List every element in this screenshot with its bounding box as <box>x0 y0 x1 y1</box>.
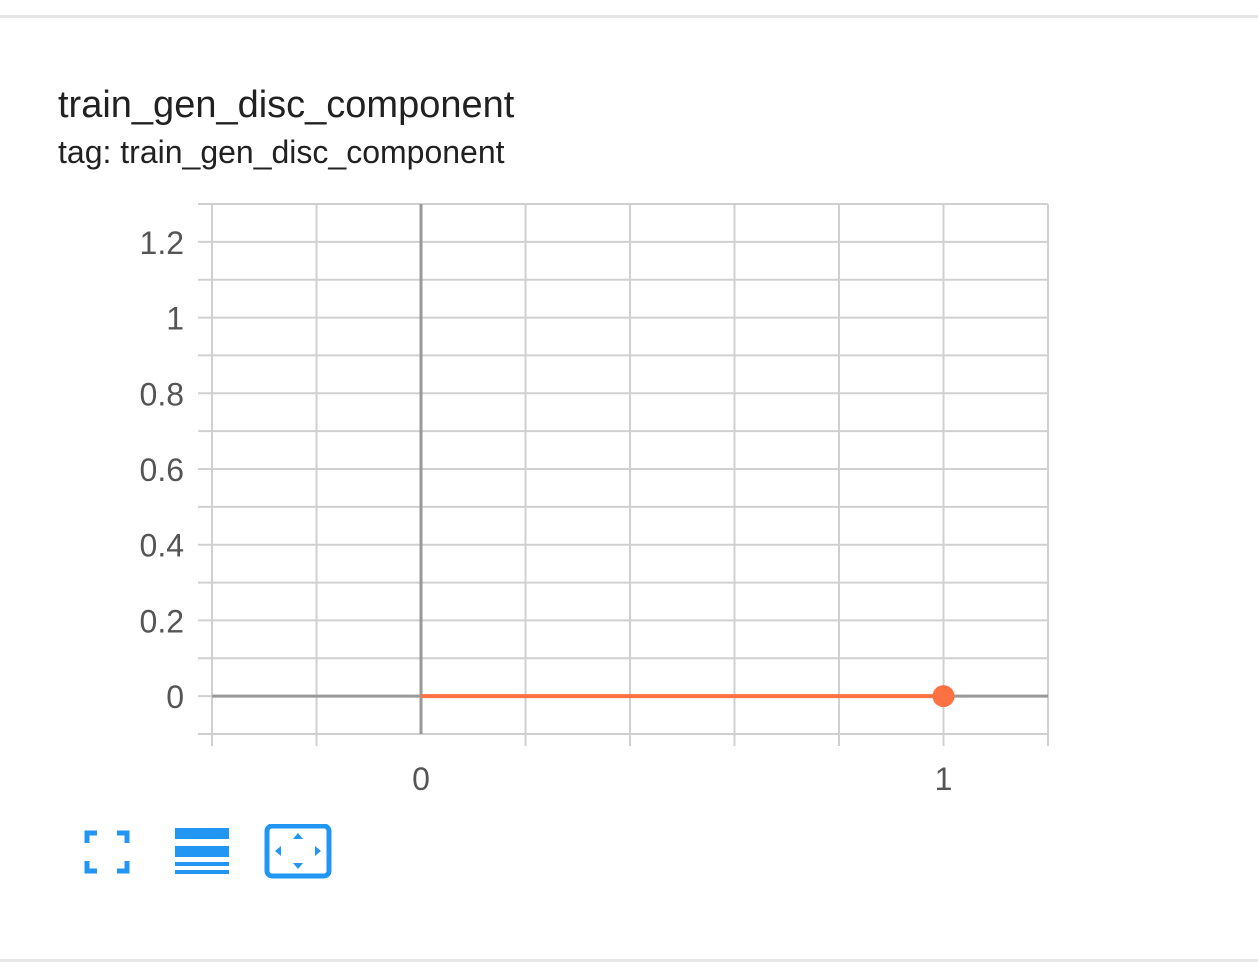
y-tick-label: 1 <box>166 301 184 337</box>
y-tick-label: 0.2 <box>140 603 184 639</box>
y-tick-label: 0.4 <box>140 528 184 564</box>
toggle-log-scale-icon <box>175 828 229 874</box>
card-top-border <box>0 15 1258 18</box>
toggle-log-scale-button[interactable] <box>172 824 236 880</box>
chart-title: train_gen_disc_component <box>58 84 515 126</box>
y-tick-label: 1.2 <box>140 225 184 261</box>
y-tick-labels: 0 0.2 0.4 0.6 0.8 1 1.2 <box>140 225 184 715</box>
series-point[interactable] <box>932 685 955 708</box>
fullscreen-icon <box>84 830 130 874</box>
chart-tag-subtitle: tag: train_gen_disc_component <box>58 134 505 170</box>
fit-domain-button[interactable] <box>264 824 334 880</box>
y-tick-label: 0.8 <box>140 376 184 412</box>
y-tick-label: 0 <box>166 679 184 715</box>
y-tick-label: 0.6 <box>140 452 184 488</box>
fit-domain-icon <box>264 824 332 879</box>
fullscreen-button[interactable] <box>80 824 140 880</box>
x-tick-label: 1 <box>935 761 953 797</box>
x-tick-label: 0 <box>412 761 430 797</box>
series-group[interactable] <box>421 685 955 708</box>
card-bottom-border <box>0 959 1258 962</box>
grid-minor-lines <box>198 203 1049 746</box>
